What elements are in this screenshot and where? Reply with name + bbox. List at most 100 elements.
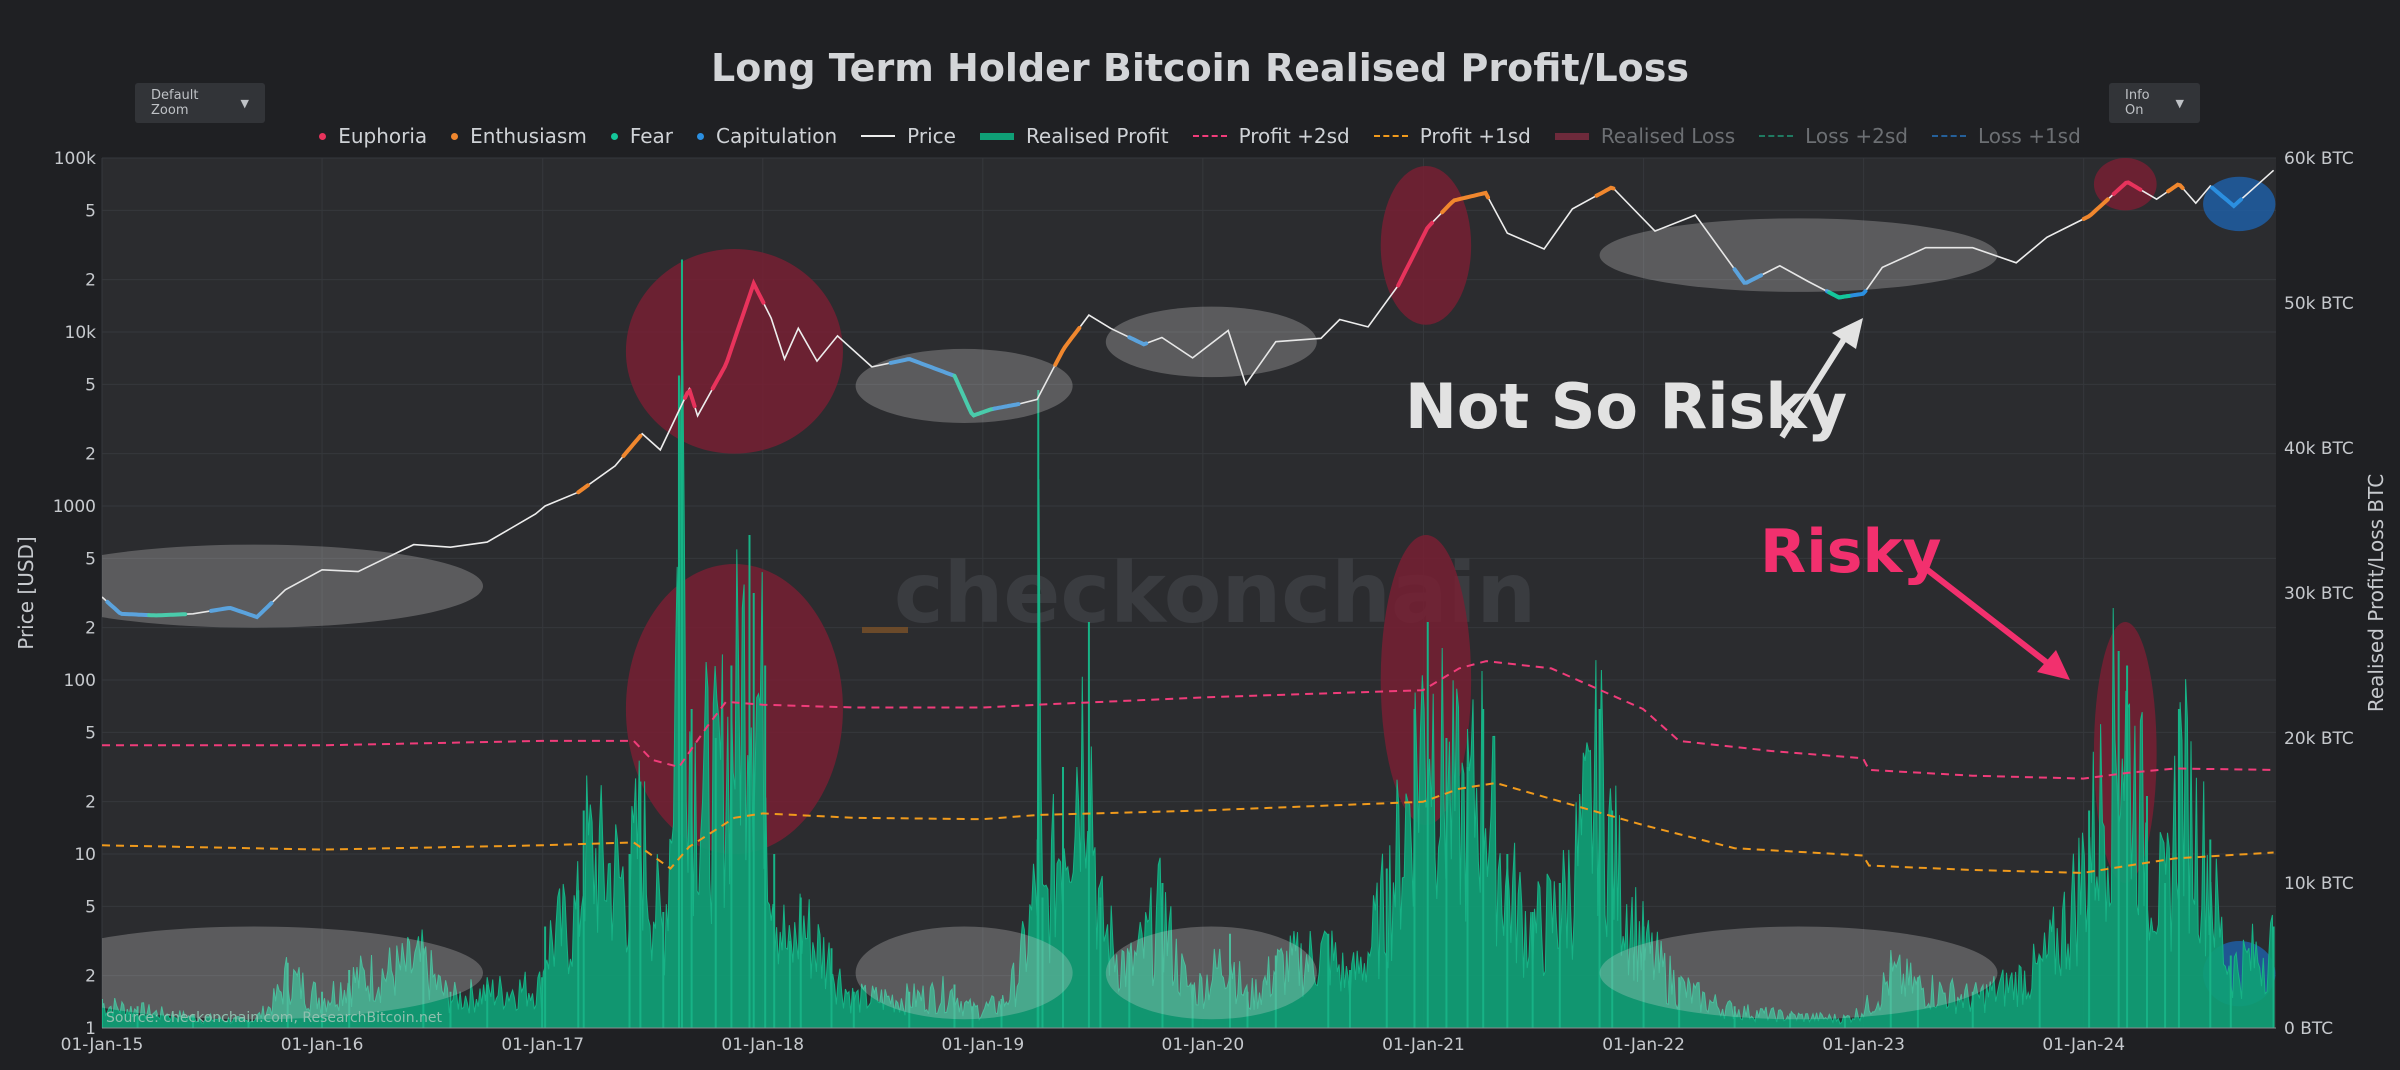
regime-segment-fear: [952, 373, 996, 418]
legend-label: Realised Profit: [1025, 124, 1169, 148]
y-left-tick-label: 10k: [65, 323, 97, 343]
annotations: Not So Risky Risky: [1405, 318, 2070, 680]
y-right-tick-label: 50k BTC: [2284, 294, 2354, 314]
highlight-zone-risky: [1380, 535, 1472, 825]
legend-item-loss-2sd[interactable]: Loss +2sd: [1759, 124, 1908, 148]
x-tick-label: 01-Jan-24: [2042, 1035, 2125, 1055]
legend-item-realised-loss[interactable]: Realised Loss: [1554, 124, 1736, 148]
x-tick-label: 01-Jan-19: [941, 1035, 1024, 1055]
regime-segment-capitulation: [1732, 267, 1764, 285]
y-left-tick-label: 2: [85, 445, 96, 465]
y-left-label: Price [USD]: [14, 536, 38, 650]
y-left-tick-label: 100k: [54, 149, 96, 169]
legend-item-euphoria[interactable]: Euphoria: [319, 124, 427, 148]
regime-segment-fear: [1827, 290, 1851, 300]
y-left-tick-label: 5: [85, 897, 96, 917]
legend-label: Capitulation: [716, 124, 838, 148]
chart-legend: Euphoria Enthusiasm Fear Capitulation Price R…: [0, 124, 2400, 148]
regime-segment-capitulation: [2210, 185, 2243, 209]
legend-swatch-icon: [1192, 135, 1227, 137]
legend-swatch-icon: [1931, 135, 1966, 137]
y-left-tick-label: 2: [85, 271, 96, 291]
legend-item-realised-profit[interactable]: Realised Profit: [979, 124, 1169, 148]
regime-segment-capitulation: [888, 357, 956, 378]
regime-segment-enthusiasm: [1440, 190, 1490, 215]
highlight-zone-safe: [1105, 926, 1317, 1020]
chevron-down-icon: ▼: [2175, 96, 2184, 110]
legend-label: Loss +1sd: [1977, 124, 2081, 148]
highlight-zone-safe: [1105, 306, 1317, 378]
regime-segment-fear: [147, 612, 188, 618]
legend-label: Price: [907, 124, 956, 148]
highlight-zone-safe: [102, 926, 483, 1020]
info-dropdown[interactable]: Info On ▼: [2109, 83, 2200, 123]
band-profit-1sd: [102, 781, 2274, 874]
regime-segment-euphoria: [1396, 220, 1434, 288]
legend-item-capitulation[interactable]: Capitulation: [697, 124, 837, 148]
legend-swatch-icon: [610, 132, 618, 140]
plot-area: [102, 158, 2276, 1028]
legend-swatch-icon: [1759, 135, 1794, 137]
legend-label: Realised Loss: [1600, 124, 1736, 148]
y-left-tick-label: 2: [85, 619, 96, 639]
axes: 1 2 5 10 2 5 100 2 5 1000 2 5 10k 2 5 100k 0 BTC 10k BTC 2…: [53, 149, 2354, 1055]
regime-segment-capitulation: [209, 601, 274, 620]
legend-item-price[interactable]: Price: [861, 124, 956, 148]
arrow-head-icon: [1832, 318, 1863, 349]
legend-swatch-icon: [1554, 132, 1589, 140]
x-tick-label: 01-Jan-18: [721, 1035, 804, 1055]
legend-item-fear[interactable]: Fear: [610, 124, 674, 148]
x-tick-label: 01-Jan-21: [1382, 1035, 1465, 1055]
x-tick-label: 01-Jan-23: [1822, 1035, 1905, 1055]
info-dropdown-label: Info On: [2125, 88, 2150, 118]
legend-item-profit-2sd[interactable]: Profit +2sd: [1192, 124, 1350, 148]
legend-swatch-icon: [1373, 135, 1408, 137]
highlight-zone-risky: [625, 248, 843, 454]
regime-segment-enthusiasm: [621, 433, 643, 458]
arrow-risky: [1923, 565, 2052, 668]
legend-item-enthusiasm[interactable]: Enthusiasm: [451, 124, 587, 148]
zones-front: [102, 218, 1998, 1020]
highlight-zone-risky: [1380, 165, 1472, 325]
legend-label: Euphoria: [338, 124, 428, 148]
legend-label: Fear: [629, 124, 674, 148]
watermark-dash: [862, 627, 908, 633]
annotation-not-so-risky: Not So Risky: [1405, 370, 1847, 443]
y-left-tick-label: 5: [85, 723, 96, 743]
y-left-tick-label: 2: [85, 793, 96, 813]
realised-profit-layer: [102, 259, 2275, 1028]
y-left-tick-label: 5: [85, 375, 96, 395]
legend-label: Loss +2sd: [1805, 124, 1908, 148]
x-tick-label: 01-Jan-15: [61, 1035, 144, 1055]
chart-title: Long Term Holder Bitcoin Realised Profit…: [711, 46, 1689, 90]
y-left-tick-label: 10: [74, 845, 96, 865]
regime-segment-capitulation: [1127, 335, 1149, 347]
arrow-not-so-risky: [1779, 331, 1851, 439]
x-tick-label: 01-Jan-20: [1162, 1035, 1245, 1055]
x-tick-label: 01-Jan-17: [501, 1035, 584, 1055]
x-tick-label: 01-Jan-16: [281, 1035, 364, 1055]
y-right-tick-label: 10k BTC: [2284, 874, 2354, 894]
y-left-tick-label: 5: [85, 201, 96, 221]
regime-segment-enthusiasm: [2081, 197, 2110, 221]
legend-swatch-icon: [861, 135, 896, 137]
y-right-tick-label: 60k BTC: [2284, 149, 2354, 169]
y-right-tick-label: 20k BTC: [2284, 729, 2354, 749]
legend-label: Profit +2sd: [1238, 124, 1350, 148]
regime-segment-euphoria: [2111, 180, 2143, 196]
legend-swatch-icon: [979, 132, 1014, 140]
x-tick-label: 01-Jan-22: [1602, 1035, 1685, 1055]
realised-profit-area: [102, 340, 2275, 1028]
price-layer: [102, 169, 2275, 620]
regime-segment-euphoria: [683, 387, 697, 409]
y-left-tick-label: 1: [85, 1019, 96, 1039]
zoom-dropdown[interactable]: Default Zoom ▼: [135, 83, 265, 123]
y-left-tick-label: 2: [85, 967, 96, 987]
legend-item-profit-1sd[interactable]: Profit +1sd: [1373, 124, 1531, 148]
legend-item-loss-1sd[interactable]: Loss +1sd: [1931, 124, 2081, 148]
y-left-tick-label: 100: [64, 671, 96, 691]
arrow-head-icon: [2037, 650, 2070, 680]
y-left-tick-label: 5: [85, 549, 96, 569]
regime-segment-enthusiasm: [576, 483, 590, 495]
